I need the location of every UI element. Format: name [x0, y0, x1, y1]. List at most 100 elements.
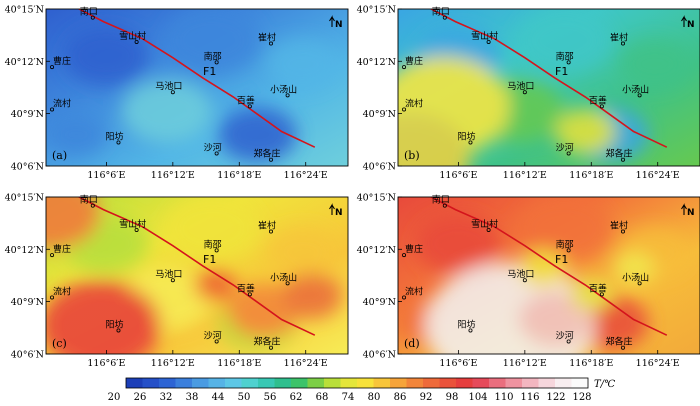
place-label: 阳坊 [457, 130, 475, 142]
place-label: 马池口 [155, 80, 182, 92]
place-marker [599, 292, 604, 297]
place-marker [522, 278, 527, 283]
panel-frame [45, 196, 349, 355]
place-label: 沙河 [204, 329, 222, 341]
place-label: 阳坊 [105, 318, 123, 330]
place-label: 流村 [53, 285, 71, 297]
place-marker [214, 248, 219, 253]
place-marker [486, 227, 491, 232]
colorbar-tick-label: 116 [520, 392, 539, 403]
lon-tick-label: 116°6′E [439, 170, 477, 181]
panel-frame [397, 196, 700, 355]
lon-tick-label: 116°24′E [284, 358, 328, 369]
lon-tick-label: 116°18′E [569, 170, 613, 181]
place-label: 小汤山 [270, 272, 297, 283]
place-marker [214, 151, 219, 156]
panel-letter: (b) [404, 149, 420, 162]
place-label: 小汤山 [270, 84, 297, 95]
place-label: 崔村 [258, 220, 276, 232]
lat-tick-label: 40°9′N [11, 297, 44, 308]
lon-tick-label: 116°24′E [636, 170, 680, 181]
colorbar-swatch [274, 378, 292, 388]
colorbar-swatch [555, 378, 572, 388]
place-marker [50, 107, 55, 112]
place-marker [620, 229, 625, 234]
colorbar-tick-label: 122 [546, 392, 565, 403]
colorbar-swatch [291, 378, 308, 388]
lat-tick-label: 40°15′N [5, 5, 44, 16]
colorbar-tick-label: 62 [290, 392, 303, 403]
place-label: 小汤山 [622, 272, 649, 283]
colorbar-tick-label: 50 [238, 392, 251, 403]
colorbar-swatch [456, 378, 473, 388]
place-marker [620, 157, 625, 162]
colorbar-swatch [522, 378, 539, 388]
fault-label: F1 [203, 253, 216, 266]
colorbar-swatch [258, 378, 275, 388]
place-marker [285, 93, 290, 98]
place-label: 郑各庄 [605, 148, 632, 160]
place-label: 雪山村 [119, 30, 146, 42]
fault-label: F1 [555, 65, 568, 78]
lat-tick-label: 40°12′N [357, 245, 396, 256]
place-marker [566, 248, 571, 253]
colorbar-swatch [357, 378, 374, 388]
north-arrow-icon [329, 15, 335, 27]
colorbar-swatch [406, 378, 424, 388]
temperature-anomaly [227, 284, 300, 339]
place-label: 南邵 [556, 50, 574, 62]
colorbar-swatch [505, 378, 523, 388]
lon-tick-label: 116°12′E [151, 170, 195, 181]
temperature-blob [46, 113, 107, 156]
place-marker [50, 253, 55, 258]
colorbar-tick-label: 80 [368, 392, 381, 403]
place-label: 阳坊 [457, 318, 475, 330]
colorbar: 20 26 32 38 44 50 56 62 68 74 80 86 92 98 104 110 116 122… [108, 377, 615, 403]
place-label: 崔村 [610, 32, 628, 44]
colorbar-tick-label: 92 [420, 392, 433, 403]
colorbar-swatch [192, 378, 209, 388]
place-label: 南口 [80, 6, 98, 18]
place-marker [90, 15, 95, 20]
place-marker [268, 229, 273, 234]
temperature-anomaly [518, 292, 592, 347]
colorbar-swatch [489, 378, 506, 388]
lat-tick-label: 40°15′N [5, 193, 44, 204]
colorbar-tick-label: 86 [394, 392, 407, 403]
lon-tick-label: 116°12′E [151, 358, 195, 369]
place-label: 南口 [432, 194, 450, 206]
colorbar-swatch [126, 378, 143, 388]
lat-tick-label: 40°9′N [11, 109, 44, 120]
north-arrow-icon [329, 203, 335, 215]
place-marker [402, 295, 407, 300]
place-marker [268, 41, 273, 46]
colorbar-swatch [439, 378, 457, 388]
temperature-anomaly [46, 280, 161, 354]
lat-tick-label: 40°15′N [357, 5, 396, 16]
panel-letter: (a) [52, 149, 67, 162]
colorbar-tick-label: 98 [446, 392, 459, 403]
place-label: 郑各庄 [253, 148, 280, 160]
lon-tick-label: 116°6′E [87, 170, 125, 181]
place-label: 郑各庄 [605, 336, 632, 348]
fault-label: F1 [203, 65, 216, 78]
place-label: 南邵 [204, 50, 222, 62]
place-marker [50, 65, 55, 70]
colorbar-swatch [241, 378, 259, 388]
lat-tick-label: 40°6′N [11, 350, 44, 361]
north-label: N [687, 20, 695, 30]
colorbar-tick-label: 128 [572, 392, 591, 403]
place-label: 百善 [589, 282, 607, 294]
place-marker [247, 104, 252, 109]
temperature-blob [163, 9, 261, 75]
place-label: 曹庄 [53, 243, 71, 255]
temperature-anomaly [612, 251, 655, 284]
place-label: 小汤山 [622, 84, 649, 95]
colorbar-tick-label: 110 [494, 392, 513, 403]
place-label: 沙河 [556, 329, 574, 341]
place-marker [599, 104, 604, 109]
lat-tick-label: 40°12′N [5, 57, 44, 68]
